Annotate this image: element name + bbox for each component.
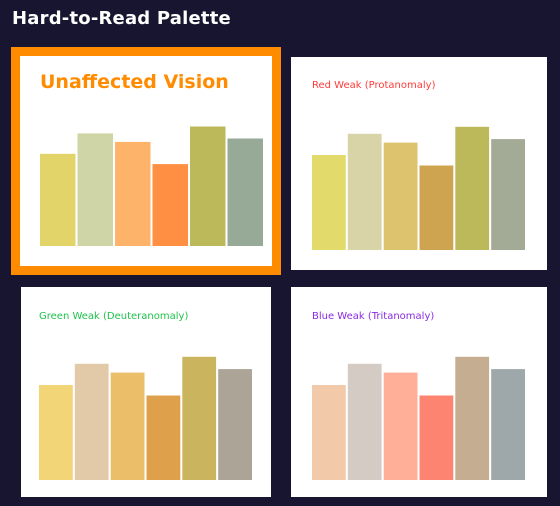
- bar-6: [218, 369, 252, 480]
- bar-4: [419, 165, 454, 250]
- bar-2: [347, 133, 382, 250]
- panel-blue-weak: Blue Weak (Tritanomaly): [291, 287, 547, 497]
- bar-3: [383, 372, 418, 480]
- bar-6: [491, 139, 525, 250]
- bar-chart-red-weak: [312, 126, 525, 250]
- bar-6: [227, 138, 263, 246]
- bar-4: [146, 395, 181, 480]
- bar-chart-green-weak: [39, 356, 252, 480]
- bar-2: [347, 363, 382, 480]
- bar-chart-unaffected-vision: [40, 126, 263, 246]
- page-title: Hard-to-Read Palette: [12, 8, 231, 29]
- panel-title: Green Weak (Deuteranomaly): [39, 311, 189, 322]
- panel-red-weak: Red Weak (Protanomaly): [291, 57, 547, 270]
- panel-unaffected-vision: Unaffected Vision: [11, 47, 281, 275]
- bar-chart-blue-weak: [312, 356, 525, 480]
- panel-title: Red Weak (Protanomaly): [312, 80, 436, 91]
- bar-4: [152, 164, 188, 246]
- bar-1: [40, 153, 76, 246]
- bar-3: [110, 372, 145, 480]
- panel-title: Unaffected Vision: [40, 71, 229, 93]
- bar-1: [312, 385, 346, 480]
- bar-5: [455, 126, 490, 250]
- bar-1: [39, 385, 73, 480]
- bar-3: [115, 141, 151, 246]
- bar-2: [74, 363, 109, 480]
- bar-6: [491, 369, 525, 480]
- bar-3: [383, 142, 418, 250]
- bar-5: [190, 126, 226, 246]
- panel-title: Blue Weak (Tritanomaly): [312, 311, 435, 322]
- bar-2: [77, 133, 113, 246]
- bar-5: [182, 356, 217, 480]
- bar-1: [312, 155, 346, 250]
- bar-4: [419, 395, 454, 480]
- bar-5: [455, 356, 490, 480]
- panel-green-weak: Green Weak (Deuteranomaly): [21, 287, 271, 497]
